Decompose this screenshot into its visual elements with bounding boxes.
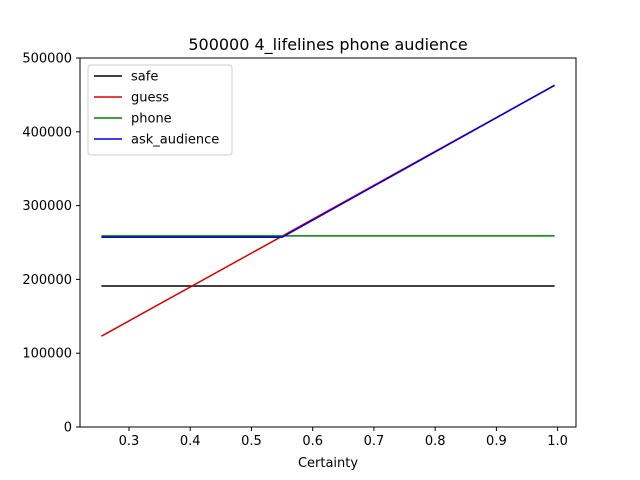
x-tick-label: 0.6: [302, 434, 323, 449]
x-tick-label: 0.7: [364, 434, 385, 449]
x-tick-label: 0.3: [119, 434, 140, 449]
legend-label-safe: safe: [131, 70, 158, 85]
x-tick-label: 0.9: [486, 434, 507, 449]
y-tick-label: 100000: [22, 347, 72, 362]
legend-label-ask_audience: ask_audience: [131, 133, 219, 148]
series-layer: [101, 84, 555, 337]
y-tick-label: 200000: [22, 273, 72, 288]
x-tick-label: 1.0: [547, 434, 568, 449]
legend-box: [87, 64, 233, 156]
x-axis-label: Certainty: [298, 456, 358, 471]
y-tick-label: 400000: [22, 125, 72, 140]
x-tick-label: 0.4: [180, 434, 201, 449]
x-axis: 0.3 0.4 0.5 0.6 0.7 0.8 0.9 1.0: [119, 427, 568, 449]
series-line-ask_audience: [101, 84, 555, 239]
y-tick-label: 300000: [22, 199, 72, 214]
y-axis: 0 100000 200000 300000 400000 500000: [22, 52, 80, 436]
plot-frame: [79, 57, 577, 428]
legend-label-guess: guess: [131, 91, 169, 106]
x-tick-label: 0.8: [425, 434, 446, 449]
chart-title: 500000 4_lifelines phone audience: [188, 35, 467, 55]
legend: safe guess phone ask_audience: [87, 64, 233, 156]
y-tick-label: 500000: [22, 52, 72, 67]
legend-label-phone: phone: [131, 112, 172, 127]
y-tick-label: 0: [64, 421, 72, 436]
x-tick-label: 0.5: [241, 434, 262, 449]
